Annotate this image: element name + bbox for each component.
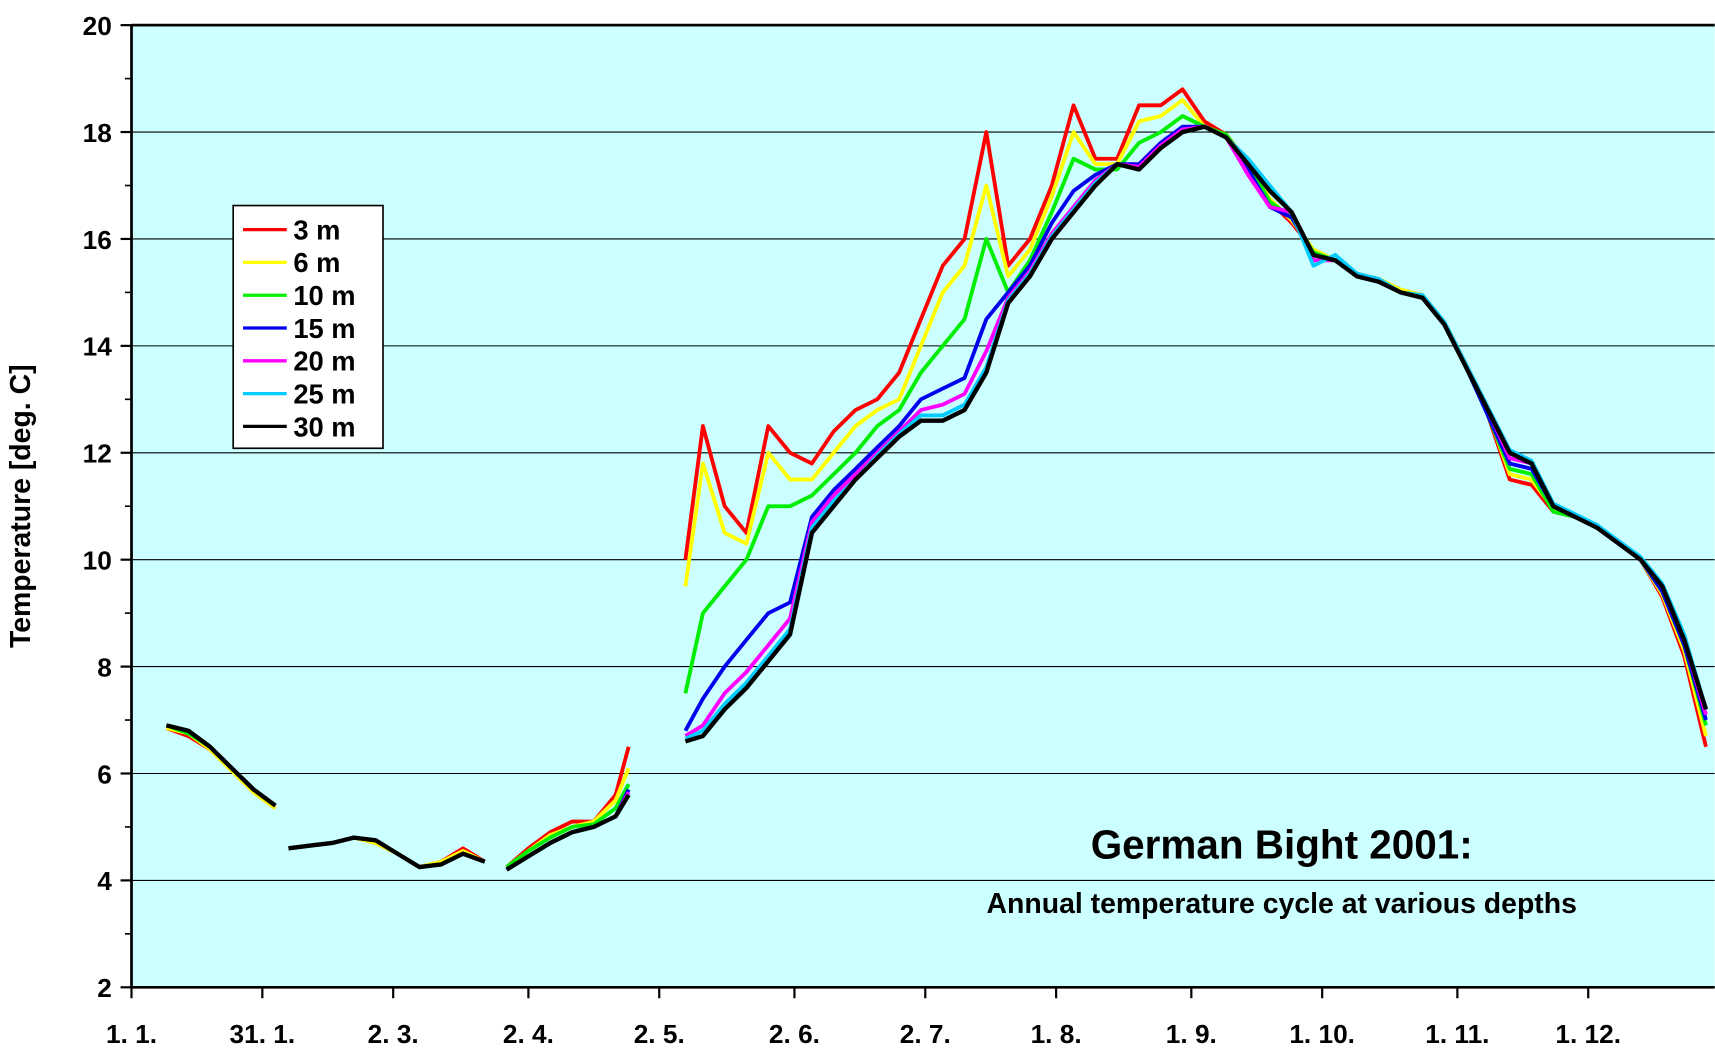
chart-title: German Bight 2001:	[1091, 821, 1473, 867]
axes: 2 4 6 8 10 12 14 16 18 20 1. 1. 31. 1. 2. 3. 2. 4. 2. …	[83, 11, 1715, 1049]
y-tick-label: 6	[97, 759, 112, 789]
legend-label: 15 m	[293, 313, 355, 344]
legend-label: 3 m	[293, 214, 340, 245]
y-tick-label: 2	[97, 973, 112, 1003]
x-tick-label: 2. 6.	[769, 1019, 820, 1049]
legend-label: 10 m	[293, 280, 355, 311]
x-tick-label: 1. 12.	[1555, 1019, 1621, 1049]
y-tick-label: 12	[83, 439, 112, 469]
y-tick-label: 20	[83, 11, 112, 41]
x-tick-label: 2. 4.	[503, 1019, 554, 1049]
x-tick-label: 2. 7.	[900, 1019, 951, 1049]
x-tick-label: 1. 8.	[1031, 1019, 1082, 1049]
x-tick-label: 1. 11.	[1425, 1019, 1489, 1049]
plot-area	[131, 25, 1715, 988]
x-tick-label: 1. 1.	[106, 1019, 157, 1049]
y-tick-label: 14	[83, 332, 113, 362]
chart-subtitle: Annual temperature cycle at various dept…	[987, 888, 1577, 920]
y-tick-label: 8	[97, 652, 112, 682]
x-tick-label: 2. 3.	[368, 1019, 419, 1049]
x-tick-label: 31. 1.	[230, 1019, 296, 1049]
y-tick-label: 16	[83, 225, 112, 255]
series-line	[165, 124, 1709, 872]
y-tick-label: 18	[83, 118, 112, 148]
legend-label: 30 m	[293, 411, 355, 442]
x-tick-label: 1. 9.	[1166, 1019, 1217, 1049]
lines	[165, 87, 1709, 872]
legend-label: 6 m	[293, 247, 340, 278]
y-tick-label: 10	[83, 546, 112, 576]
x-tick-label: 2. 5.	[634, 1019, 685, 1049]
y-tick-label: 4	[97, 866, 112, 896]
legend-label: 20 m	[293, 346, 355, 377]
legend-label: 25 m	[293, 378, 355, 409]
legend: 3 m6 m10 m15 m20 m25 m30 m	[232, 204, 384, 450]
y-axis-label: Temperature [deg. C]	[5, 364, 37, 648]
x-tick-label: 1. 10.	[1289, 1019, 1355, 1049]
